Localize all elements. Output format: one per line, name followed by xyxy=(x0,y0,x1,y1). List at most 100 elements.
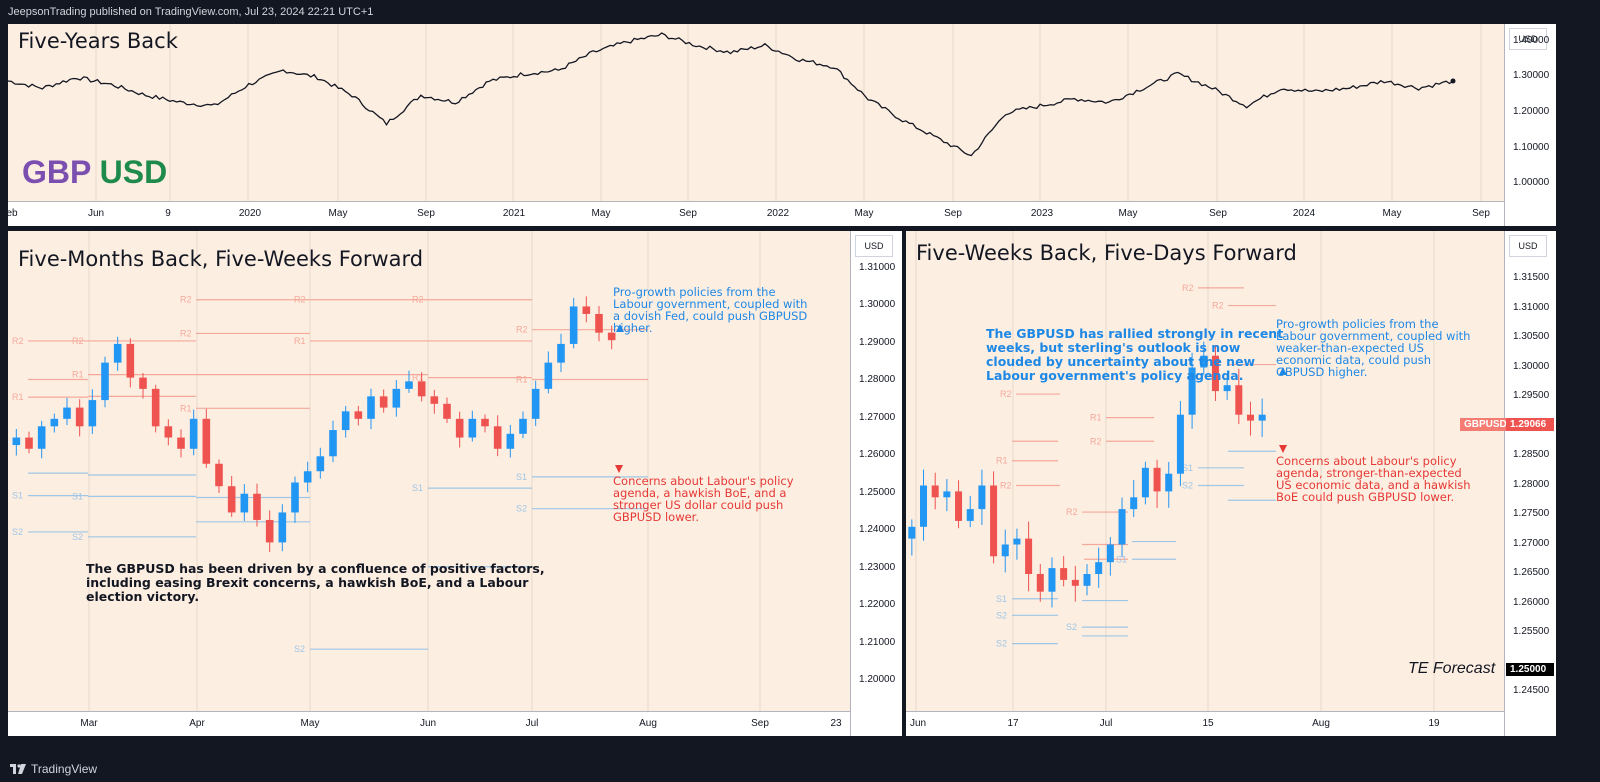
candle-body xyxy=(1130,497,1138,510)
pivot-level-label: R1 xyxy=(1090,413,1102,423)
x-tick-label: 23 xyxy=(830,718,842,729)
right-candle-chart: R1 R2 R2 R2 R1 R2 R2 R2 S1 S2 S2 S2 S1 S1 S2 xyxy=(908,231,1435,712)
x-tick-label: Jul xyxy=(1099,718,1113,729)
candle-body xyxy=(240,493,249,513)
x-tick-label: 2024 xyxy=(1292,208,1316,219)
publish-info: JeepsonTrading published on TradingView.… xyxy=(8,6,374,18)
pivot-level-label: S2 xyxy=(72,532,83,542)
candle-body xyxy=(88,400,97,427)
candle-body xyxy=(405,381,413,389)
candle-body xyxy=(595,313,603,333)
x-tick-label: May xyxy=(300,718,320,729)
candle-body xyxy=(417,381,426,397)
candle-body xyxy=(12,437,21,446)
candle-body xyxy=(392,388,401,408)
left-currency-label[interactable]: USD xyxy=(855,235,893,257)
candle-body xyxy=(1223,385,1231,392)
forecast-label: TE Forecast xyxy=(1408,660,1496,677)
y-tick-label: 1.28000 xyxy=(859,374,896,386)
pivot-level-label: R1 xyxy=(180,403,192,413)
y-tick-label: 1.23000 xyxy=(859,561,896,573)
right-chart-panel: R1 R2 R2 R2 R1 R2 R2 R2 S1 S2 S2 S2 S1 S1 S2 Five-Week… xyxy=(906,231,1556,736)
y-tick-label: 1.24500 xyxy=(1513,685,1550,696)
y-tick-label: 1.31000 xyxy=(859,262,896,273)
candle-body xyxy=(557,343,565,363)
pivot-level-label: R2 xyxy=(1182,283,1194,293)
x-tick-label: Sep xyxy=(751,718,769,729)
x-tick-label: Aug xyxy=(1312,718,1330,729)
candle-body xyxy=(379,396,388,408)
candle-body xyxy=(955,491,963,521)
tradingview-brand: TradingView xyxy=(31,762,98,776)
candle-body xyxy=(303,471,312,483)
y-tick-label: 1.28500 xyxy=(1513,449,1550,460)
candle-body xyxy=(113,343,122,363)
candle-body xyxy=(253,493,261,520)
x-tick-label: May xyxy=(1118,208,1138,219)
y-tick-label: 1.20000 xyxy=(859,674,896,685)
candle-body xyxy=(990,485,998,557)
price-value-tag: 1.29066 xyxy=(1506,418,1554,431)
pivot-level-label: S1 xyxy=(1182,463,1193,473)
candle-body xyxy=(931,485,939,498)
candle-body xyxy=(189,418,198,449)
candle-body xyxy=(1095,562,1103,574)
x-tick-label: Jul xyxy=(525,718,539,729)
x-tick-label: 2020 xyxy=(238,208,262,219)
right-note-down: Concerns about Labour's policy agenda, s… xyxy=(1276,454,1471,504)
pivot-level-label: S2 xyxy=(294,644,305,654)
y-tick-label: 1.21000 xyxy=(859,636,896,648)
x-tick-label: 2022 xyxy=(766,208,790,219)
top-panel-title: Five-Years Back xyxy=(18,29,178,53)
currency-label[interactable]: USD xyxy=(1509,28,1547,50)
footer-bar: TradingView xyxy=(0,756,1600,782)
x-tick-label: Jun xyxy=(87,208,105,219)
y-tick-label: 1.26000 xyxy=(859,449,896,461)
candle-body xyxy=(177,437,185,449)
candle-body xyxy=(1211,355,1219,392)
pivot-level-label: S2 xyxy=(1182,481,1193,491)
left-x-axis[interactable]: Mar Apr May Jun Jul Aug Sep 23 xyxy=(8,711,850,736)
candle-body xyxy=(468,418,477,438)
pivot-level-label: S1 xyxy=(996,594,1007,604)
y-tick-label: 1.30500 xyxy=(1513,331,1550,342)
candle-body xyxy=(1001,544,1009,557)
candle-body xyxy=(1200,355,1208,368)
x-tick-label: 2023 xyxy=(1030,208,1054,219)
pivot-level-label: S2 xyxy=(996,610,1007,620)
right-x-axis[interactable]: Jun 17 Jul 15 Aug 19 xyxy=(906,711,1504,736)
candle-body xyxy=(215,463,223,487)
pivot-level-label: R2 xyxy=(1000,389,1012,399)
pivot-level-label: R2 xyxy=(12,336,24,346)
right-note-up: Pro-growth policies from the Labour gove… xyxy=(1276,317,1471,379)
y-tick-label: 1.27000 xyxy=(1513,537,1550,549)
top-x-axis[interactable]: eb Jun 9 2020 May Sep 2021 May Sep 2022 May Sep 2023… xyxy=(8,201,1504,226)
left-note-up: Pro-growth policies from the Labour gove… xyxy=(613,285,808,335)
left-y-axis[interactable]: USD 1.31000 1.30000 1.29000 1.28000 1.27000 1… xyxy=(850,231,902,736)
pivot-level-label: R2 xyxy=(1000,481,1012,491)
pivot-level-label: S1 xyxy=(1116,554,1127,564)
candle-body xyxy=(569,306,578,344)
symbol-gbp: GBP xyxy=(22,154,91,190)
y-tick-label: 1.26000 xyxy=(1513,596,1550,608)
left-note-main: The GBPUSD has been driven by a confluen… xyxy=(86,561,545,604)
pivot-level-label: R1 xyxy=(516,374,528,384)
pivot-level-label: S1 xyxy=(72,491,83,501)
candle-body xyxy=(75,407,84,427)
x-tick-label: Sep xyxy=(417,208,435,219)
down-arrow-icon xyxy=(615,465,623,473)
top-line-chart xyxy=(8,24,1482,202)
right-y-axis[interactable]: USD 1.31500 1.31000 1.30500 1.30000 1.29500 1… xyxy=(1504,231,1556,736)
top-chart-panel: Five-Years Back GBP USD USD 1.40000 1.300… xyxy=(8,24,1556,226)
y-tick-label: 1.27500 xyxy=(1513,508,1550,519)
candle-body xyxy=(1246,414,1254,421)
candle-body xyxy=(164,426,173,438)
pivot-level-label: S1 xyxy=(12,491,23,501)
down-arrow-icon xyxy=(1279,445,1287,453)
candle-body xyxy=(37,426,46,449)
top-y-axis[interactable]: USD 1.40000 1.30000 1.20000 1.10000 1.00000 xyxy=(1504,24,1556,226)
right-currency-label[interactable]: USD xyxy=(1509,235,1547,257)
candle-body xyxy=(493,426,502,449)
candle-body xyxy=(920,485,928,527)
right-panel-title: Five-Weeks Back, Five-Days Forward xyxy=(916,241,1297,265)
